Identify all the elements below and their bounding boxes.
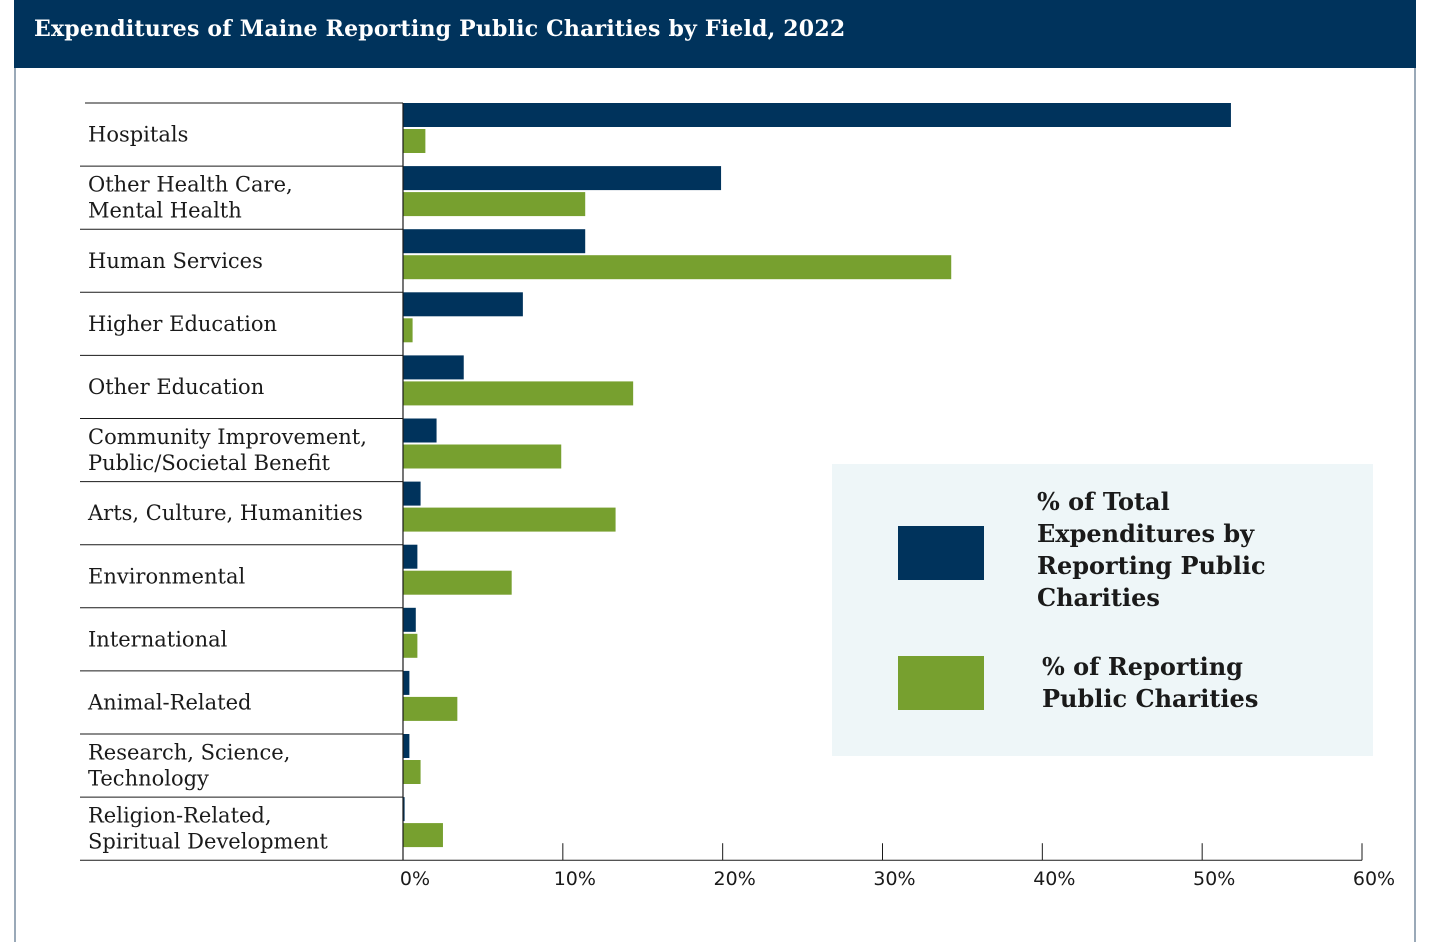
bar-expenditures [403, 607, 416, 632]
legend-swatch-expenditures [898, 526, 984, 580]
bar-expenditures [403, 166, 722, 191]
bar-charities [403, 696, 458, 721]
category-label: Other Health Care, [88, 173, 293, 197]
bar-expenditures [403, 418, 437, 443]
category-label: Public/Societal Benefit [88, 451, 330, 475]
category-label: Environmental [88, 564, 245, 588]
bar-expenditures [403, 292, 523, 317]
bar-charities [403, 255, 952, 280]
bar-charities [403, 444, 562, 469]
bar-expenditures [403, 797, 405, 822]
category-label: Mental Health [88, 199, 242, 223]
bar-charities [403, 381, 634, 406]
category-label: Animal-Related [87, 690, 251, 714]
category-label: Human Services [88, 249, 263, 273]
bar-charities [403, 823, 443, 848]
chart-header: Expenditures of Maine Reporting Public C… [14, 0, 1416, 68]
category-label: Spiritual Development [88, 830, 328, 854]
bar-expenditures [403, 103, 1231, 127]
x-tick-label: 10% [554, 868, 596, 890]
bar-expenditures [403, 229, 586, 254]
category-label: Technology [88, 767, 209, 791]
bar-expenditures [403, 481, 421, 506]
legend-label-expenditures: % of Total Expenditures by Reporting Pub… [1037, 487, 1266, 612]
category-label: Research, Science, [88, 741, 290, 765]
category-label: Hospitals [88, 123, 188, 147]
legend: % of Total Expenditures by Reporting Pub… [832, 464, 1373, 756]
bar-charities [403, 507, 616, 532]
bar-charities [403, 192, 586, 217]
bar-expenditures [403, 355, 464, 380]
bar-expenditures [403, 734, 410, 758]
category-label: Arts, Culture, Humanities [87, 501, 363, 525]
category-label: Higher Education [88, 312, 277, 336]
bar-charities [403, 318, 413, 343]
category-label: Community Improvement, [88, 425, 367, 449]
category-label: Other Education [88, 375, 264, 399]
bar-charities [403, 633, 418, 658]
legend-label-charities: % of Reporting Public Charities [1042, 652, 1259, 713]
bar-charities [403, 570, 512, 595]
category-label: International [88, 627, 228, 651]
x-tick-label: 50% [1193, 868, 1235, 890]
x-tick-label: 0% [400, 868, 430, 890]
x-tick-label: 60% [1353, 868, 1395, 890]
x-tick-label: 30% [873, 868, 915, 890]
x-tick-label: 40% [1033, 868, 1075, 890]
bar-expenditures [403, 544, 418, 569]
category-label: Religion-Related, [88, 804, 272, 828]
legend-swatch-charities [898, 656, 984, 710]
bar-charities [403, 129, 426, 153]
bar-expenditures [403, 670, 410, 695]
chart-title: Expenditures of Maine Reporting Public C… [34, 16, 846, 42]
bar-charities [403, 760, 421, 784]
x-tick-label: 20% [714, 868, 756, 890]
